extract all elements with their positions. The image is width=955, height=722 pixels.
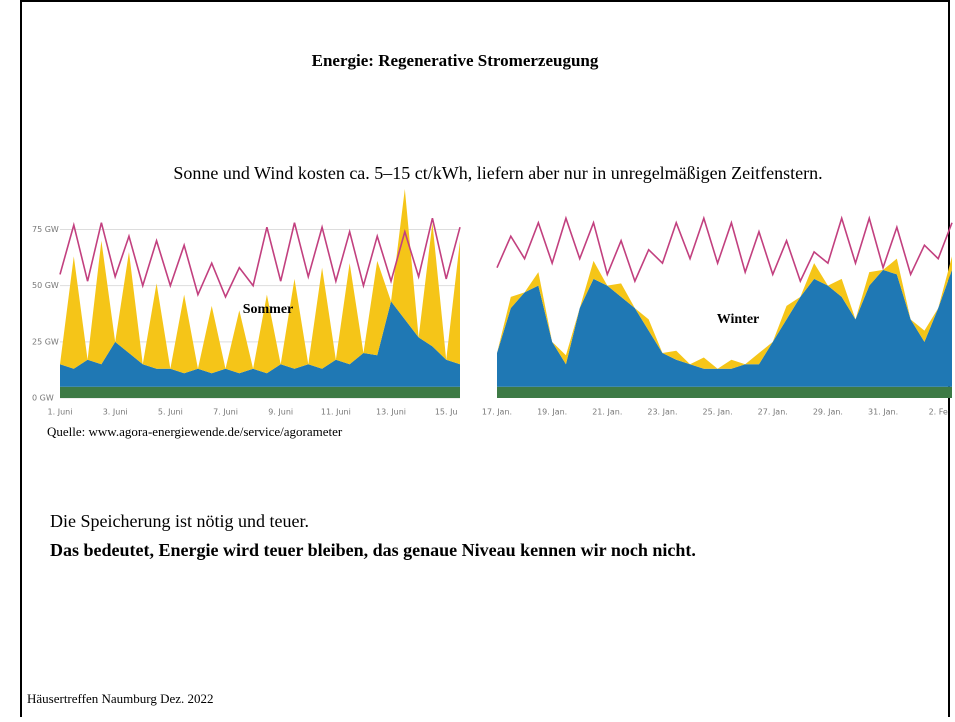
y-tick-label: 50 GW bbox=[32, 281, 59, 290]
body-line: Das bedeutet, Energie wird teuer bleiben… bbox=[50, 540, 696, 560]
charts: 0 GW 25 GW 50 GW 75 GW 1. Juni 3. Juni 5. Juni… bbox=[32, 189, 953, 417]
x-tick-label: 27. Jan. bbox=[758, 408, 788, 417]
y-tick-label: 25 GW bbox=[32, 337, 59, 346]
x-tick-label: 19. Jan. bbox=[537, 408, 567, 417]
stacked-area bbox=[60, 189, 460, 374]
stacked-area bbox=[60, 301, 460, 387]
stacked-area bbox=[497, 269, 952, 387]
load-line bbox=[59, 218, 461, 299]
load-line bbox=[496, 215, 953, 284]
y-tick-label: 0 GW bbox=[32, 394, 54, 403]
body-line: Die Speicherung ist nötig und teuer. bbox=[50, 511, 309, 531]
x-tick-label: 17. Jan. bbox=[482, 408, 512, 417]
x-tick-label: 3. Juni bbox=[103, 408, 128, 417]
subtitle: Sonne und Wind kosten ca. 5–15 ct/kWh, l… bbox=[173, 163, 822, 183]
chart-annotation: Sommer bbox=[243, 302, 294, 317]
x-tick-label: 1. Juni bbox=[48, 408, 73, 417]
x-tick-label: 21. Jan. bbox=[592, 408, 622, 417]
x-tick-label: 9. Juni bbox=[268, 408, 293, 417]
x-tick-label: 2. Fe bbox=[929, 408, 948, 417]
x-tick-label: 29. Jan. bbox=[813, 408, 843, 417]
stacked-area bbox=[497, 386, 952, 398]
source: Quelle: www.agora-energiewende.de/servic… bbox=[47, 424, 343, 439]
x-tick-label: 15. Ju bbox=[435, 408, 458, 417]
x-tick-label: 25. Jan. bbox=[703, 408, 733, 417]
x-tick-label: 23. Jan. bbox=[647, 408, 677, 417]
stacked-area bbox=[60, 386, 460, 398]
chart-annotation: Winter bbox=[717, 312, 760, 327]
title: Energie: Regenerative Stromerzeugung bbox=[312, 51, 599, 70]
x-tick-label: 11. Juni bbox=[321, 408, 351, 417]
x-tick-label: 31. Jan. bbox=[868, 408, 898, 417]
footer: Häusertreffen Naumburg Dez. 2022 bbox=[27, 691, 214, 706]
y-tick-label: 75 GW bbox=[32, 225, 59, 234]
x-tick-label: 7. Juni bbox=[213, 408, 238, 417]
x-tick-label: 5. Juni bbox=[158, 408, 183, 417]
stacked-area bbox=[497, 256, 952, 369]
x-tick-label: 13. Juni bbox=[376, 408, 406, 417]
